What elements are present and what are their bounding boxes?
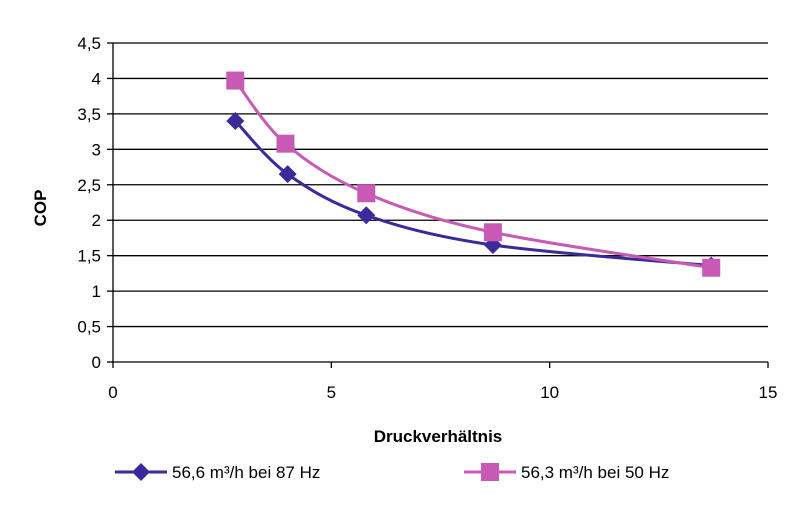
y-tick-label: 3: [92, 140, 101, 159]
x-tick-labels: 0 5 10 15: [108, 383, 777, 402]
y-tick-label: 4: [92, 69, 101, 88]
legend-label-1: 56,6 m³/h bei 87 Hz: [172, 463, 320, 482]
y-tick-label: 0,5: [77, 318, 101, 337]
legend-label-2: 56,3 m³/h bei 50 Hz: [521, 463, 669, 482]
legend-marker-2: [481, 463, 499, 481]
series-markers: [226, 71, 721, 277]
x-tick-label: 5: [327, 383, 336, 402]
x-tick-label: 0: [108, 383, 117, 402]
data-point-series-1: [278, 165, 297, 184]
y-tick-label: 1,5: [77, 247, 101, 266]
y-tick-label: 3,5: [77, 105, 101, 124]
y-tick-label: 2: [92, 211, 101, 230]
legend-marker-1: [132, 463, 150, 481]
x-tick-label: 10: [540, 383, 559, 402]
data-point-series-2: [702, 258, 721, 277]
data-point-series-2: [276, 134, 295, 153]
series-line-2: [234, 79, 712, 270]
data-point-series-2: [357, 184, 376, 203]
series-lines: [234, 79, 712, 270]
y-axis-title: COP: [31, 190, 50, 227]
data-point-series-2: [483, 223, 502, 242]
x-tick-label: 15: [759, 383, 778, 402]
y-tick-labels: 0 0,5 1 1,5 2 2,5 3 3,5 4 4,5: [77, 34, 101, 372]
series-line-1: [234, 119, 712, 268]
y-tick-label: 4,5: [77, 34, 101, 53]
legend: 56,6 m³/h bei 87 Hz 56,3 m³/h bei 50 Hz: [115, 463, 669, 482]
axes: [107, 42, 769, 368]
data-point-series-1: [357, 206, 376, 225]
y-tick-label: 0: [92, 353, 101, 372]
data-point-series-2: [226, 71, 245, 90]
data-point-series-1: [226, 111, 245, 130]
x-axis-title: Druckverhältnis: [374, 427, 503, 446]
y-tick-label: 1: [92, 282, 101, 301]
y-tick-label: 2,5: [77, 176, 101, 195]
gridlines: [113, 42, 768, 328]
